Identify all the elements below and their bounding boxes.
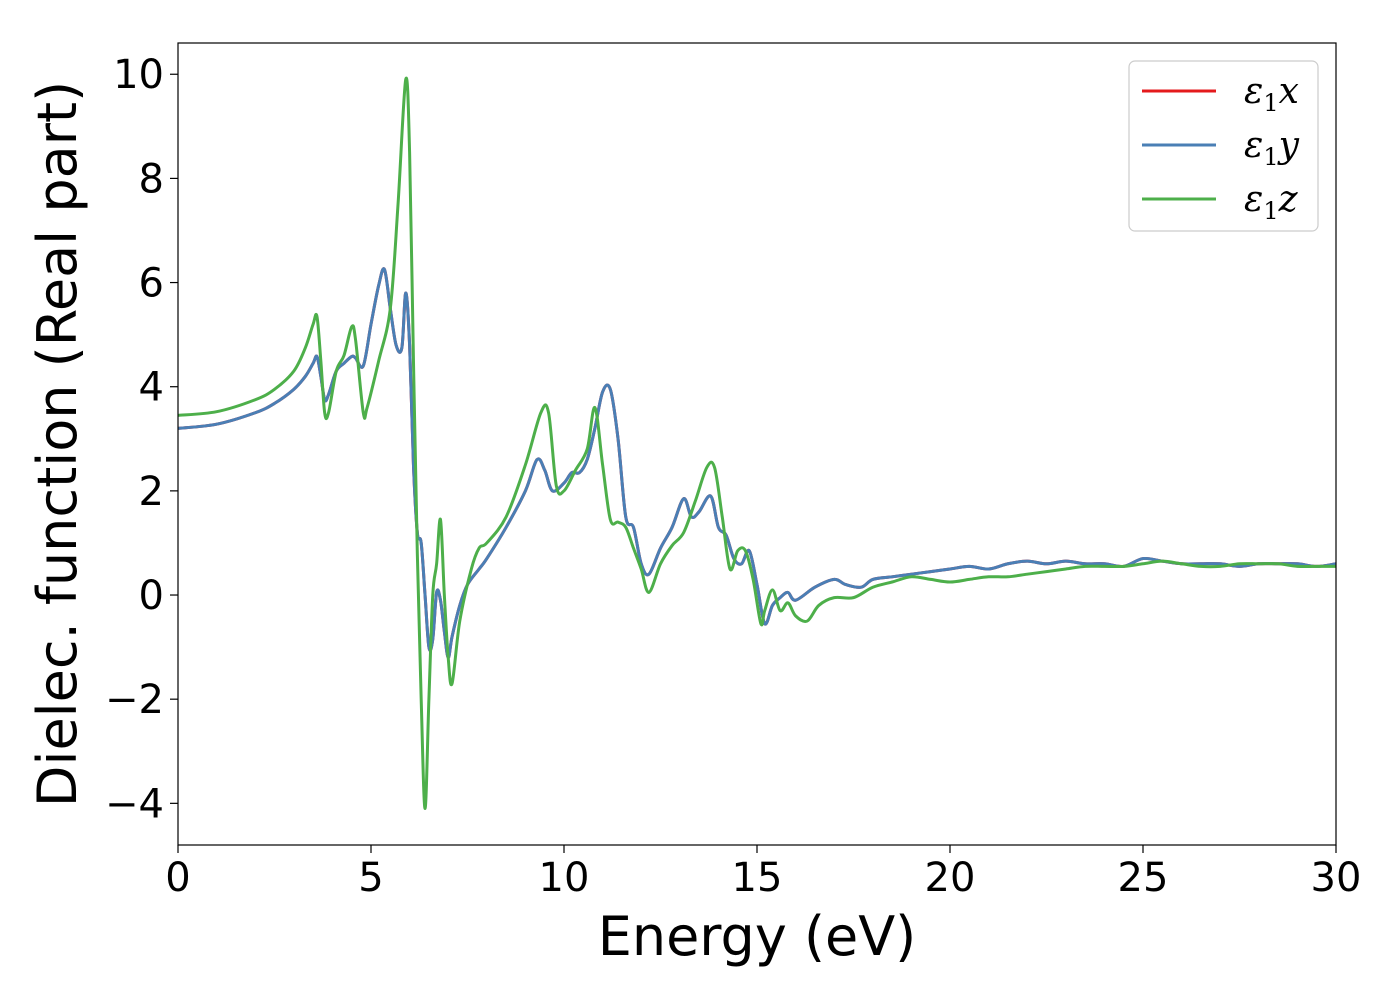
x-tick-label: 5: [358, 855, 383, 901]
legend: ε1x ε1y ε1z: [1128, 60, 1319, 232]
x-tick-label: 30: [1311, 855, 1362, 901]
x-tick-label: 20: [925, 855, 976, 901]
series-layer: [178, 76, 1336, 811]
y-tick-label: 8: [139, 156, 164, 202]
y-axis: −4 −2 0 2 4 6 8 10: [105, 52, 178, 827]
y-tick-label: 0: [139, 573, 164, 619]
y-tick-label: −4: [105, 781, 164, 827]
y-axis-title: Dielec. function (Real part): [26, 81, 89, 807]
legend-label-x: ε1x: [1244, 71, 1299, 117]
y-tick-label: 6: [139, 261, 164, 307]
y-tick-label: −2: [105, 677, 164, 723]
legend-label-z: ε1z: [1244, 179, 1299, 225]
y-tick-label: 2: [139, 469, 164, 515]
x-axis-title: Energy (eV): [598, 905, 917, 968]
x-axis: 0 5 10 15 20 25 30: [165, 845, 1361, 901]
legend-label-y: ε1y: [1244, 125, 1300, 171]
legend-box: [1128, 60, 1319, 232]
y-tick-label: 10: [113, 52, 164, 98]
x-tick-label: 15: [732, 855, 783, 901]
x-tick-label: 25: [1118, 855, 1169, 901]
series-line-z: [178, 76, 1336, 811]
x-tick-label: 10: [539, 855, 590, 901]
y-tick-label: 4: [139, 365, 164, 411]
x-tick-label: 0: [165, 855, 190, 901]
series-line-y: [178, 267, 1336, 660]
